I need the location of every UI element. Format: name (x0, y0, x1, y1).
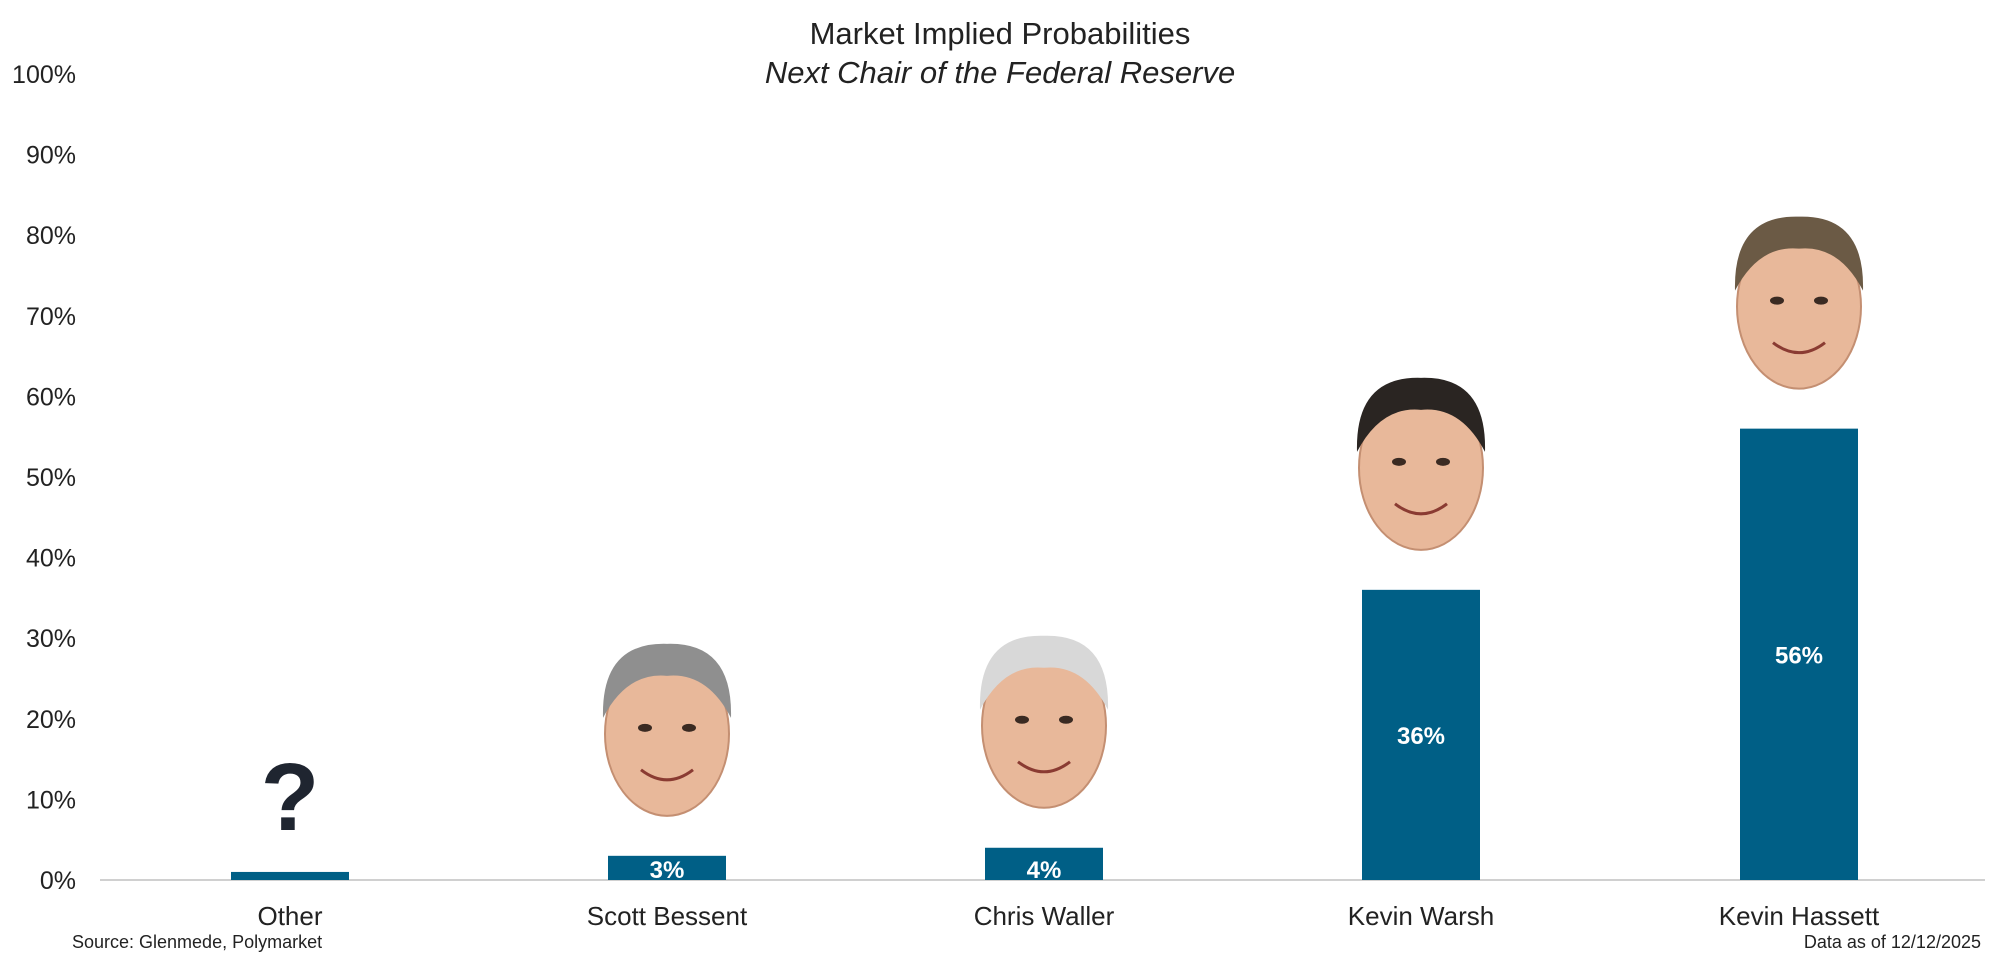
y-tick-label: 10% (26, 786, 76, 814)
bar-value-label: 3% (650, 857, 685, 884)
x-tick-label: Kevin Warsh (1348, 901, 1494, 931)
bars: 3% 4% 36% 56%? (231, 216, 1864, 884)
x-tick-label: Other (257, 901, 322, 931)
bar (608, 855, 726, 880)
y-tick-label: 90% (26, 142, 76, 170)
bar-value-label: 56% (1775, 642, 1823, 669)
x-tick-label: Kevin Hassett (1719, 901, 1880, 931)
portrait-eye (1059, 715, 1073, 724)
portrait-image (1356, 377, 1486, 551)
question-mark-annotation: ? (261, 744, 320, 851)
y-tick-label: 50% (26, 464, 76, 492)
y-tick-label: 0% (40, 867, 76, 895)
portrait-eye (682, 723, 696, 732)
bar (1362, 589, 1480, 880)
y-tick-label: 40% (26, 545, 76, 573)
y-tick-label: 20% (26, 706, 76, 734)
data-date-note: Data as of 12/12/2025 (1804, 932, 1981, 952)
portrait-mouth (640, 768, 694, 782)
y-tick-label: 70% (26, 303, 76, 331)
portrait-image (1734, 216, 1864, 390)
chart-subtitle: Next Chair of the Federal Reserve (765, 55, 1235, 90)
y-tick-label: 80% (26, 222, 76, 250)
portrait-eye (1814, 296, 1828, 305)
y-axis: 0% 10% 20% 30% 40% 50% 60% 70% 80% 90% 100% (12, 61, 76, 895)
y-tick-label: 100% (12, 61, 76, 89)
portrait-mouth (1772, 341, 1826, 355)
portrait-eye (1436, 457, 1450, 466)
chart-title: Market Implied Probabilities (810, 16, 1191, 51)
source-note: Source: Glenmede, Polymarket (72, 932, 322, 952)
portrait-image (979, 635, 1109, 809)
bar (1740, 428, 1858, 880)
portrait-image (602, 643, 732, 817)
portrait-hair (1734, 216, 1864, 291)
portrait-eye (1015, 715, 1029, 724)
bar-value-label: 4% (1027, 857, 1062, 884)
portrait-mouth (1017, 760, 1071, 774)
portrait-eye (1392, 457, 1406, 466)
bar-value-label: 36% (1397, 723, 1445, 750)
x-tick-label: Chris Waller (974, 901, 1115, 931)
x-tick-label: Scott Bessent (587, 901, 748, 931)
portrait-hair (979, 635, 1109, 710)
y-tick-label: 30% (26, 625, 76, 653)
portrait-hair (602, 643, 732, 718)
bar (985, 847, 1103, 880)
portrait-hair (1356, 377, 1486, 452)
portrait-eye (1770, 296, 1784, 305)
portrait-mouth (1394, 502, 1448, 516)
bar (231, 871, 349, 880)
x-axis: Other Scott Bessent Chris Waller Kevin Wars… (257, 901, 1879, 931)
y-tick-label: 60% (26, 383, 76, 411)
portrait-eye (638, 723, 652, 732)
